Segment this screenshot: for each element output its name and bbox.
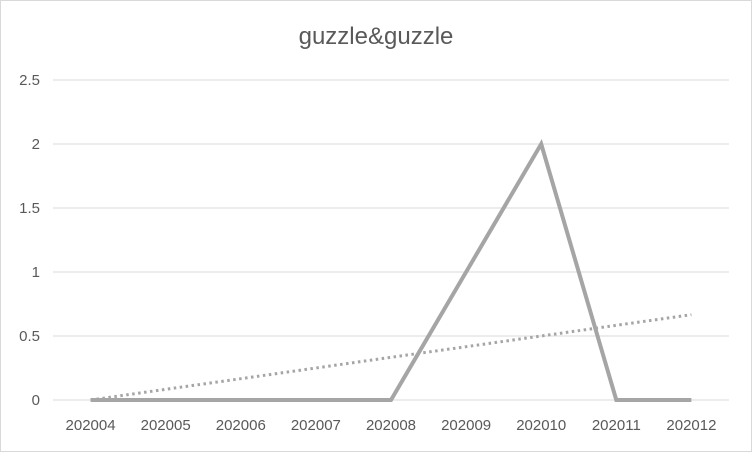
x-tick-label: 202009 [441,417,491,434]
y-tick-label: 2 [32,136,40,153]
series-line [90,138,692,402]
x-tick-label: 202008 [366,417,416,434]
y-tick-label: 0.5 [19,328,40,345]
trendline [90,313,692,402]
y-tick-label: 1.5 [19,200,40,217]
chart-title: guzzle&guzzle [299,23,454,50]
series-layer [90,138,692,402]
x-tick-label: 202010 [516,417,566,434]
x-tick-label: 202004 [66,417,116,434]
x-tick-label: 202006 [216,417,266,434]
y-axis-tick-labels: 0 0.5 1 1.5 2 2.5 [19,72,40,409]
gridlines [53,79,729,401]
y-tick-label: 1 [32,264,40,281]
x-axis-tick-labels: 202004 202005 202006 202007 202008 202009 2020… [66,417,717,434]
y-tick-label: 0 [32,392,40,409]
y-tick-label: 2.5 [19,72,40,89]
x-tick-label: 202005 [141,417,191,434]
x-tick-label: 202007 [291,417,341,434]
x-tick-label: 202011 [592,417,641,434]
x-tick-label: 202012 [666,417,716,434]
